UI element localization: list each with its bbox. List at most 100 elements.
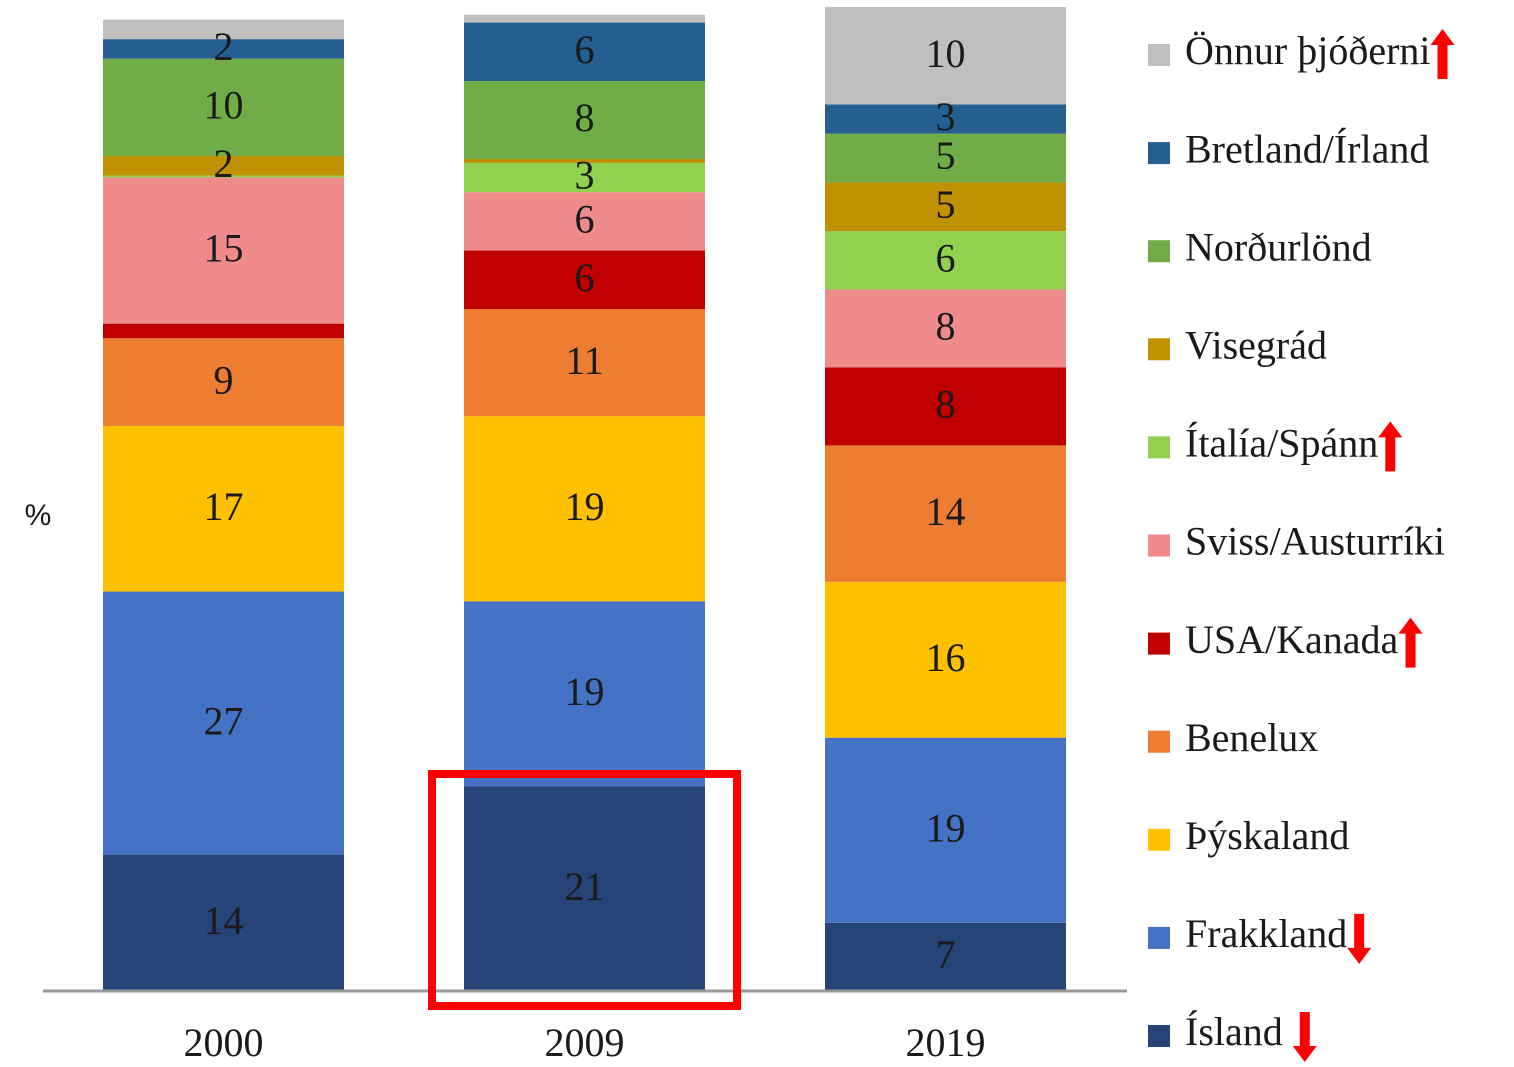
data-label: 9 [214, 357, 234, 402]
bar-segment [464, 22, 705, 82]
legend-label: Ísland [1185, 1009, 1283, 1054]
data-label: 8 [575, 95, 595, 140]
bar-segment [825, 231, 1066, 290]
bar-segment [464, 81, 705, 159]
bar-segment [103, 177, 344, 324]
bar-segment [825, 182, 1066, 232]
bar-segment [103, 58, 344, 157]
data-label: 19 [926, 805, 966, 850]
bars [103, 7, 1066, 991]
bar-segment [464, 250, 705, 310]
bar-segment [825, 133, 1066, 183]
arrow-shape [1292, 1012, 1317, 1062]
data-label: 15 [204, 226, 244, 271]
bar-segment [103, 19, 344, 40]
arrow-shape [1378, 421, 1403, 472]
bar-segment [103, 591, 344, 855]
data-label: 3 [575, 153, 595, 198]
legend-label: Þýskaland [1185, 813, 1349, 858]
data-label: 21 [565, 864, 605, 909]
legend-label: USA/Kanada [1185, 617, 1399, 662]
bar-segment [103, 338, 344, 426]
legend-label: Frakkland [1185, 911, 1347, 956]
data-label: 2 [214, 141, 234, 186]
legend-label: Sviss/Austurríki [1185, 519, 1445, 564]
bar-segment [825, 737, 1066, 923]
legend-label: Visegrád [1185, 322, 1327, 367]
bar-segment [464, 162, 705, 193]
bar-segment [464, 786, 705, 991]
bar-segment [103, 854, 344, 991]
bar-segment [464, 14, 705, 23]
data-label: 8 [936, 304, 956, 349]
bar-segment [825, 581, 1066, 738]
data-label: 8 [936, 382, 956, 427]
highlight-box [428, 770, 741, 1010]
trend-arrow [1292, 1012, 1317, 1062]
bar-segment [103, 425, 344, 592]
legend-swatch [1148, 534, 1170, 557]
legend-swatch [1148, 1025, 1170, 1047]
legend-swatch [1148, 730, 1170, 753]
data-label: 14 [926, 489, 966, 534]
legend-swatch [1148, 142, 1170, 165]
data-label: 2 [214, 24, 234, 69]
data-label: 19 [565, 484, 605, 529]
bar-segment [464, 158, 705, 163]
data-label: 6 [575, 27, 595, 72]
data-label: 11 [565, 338, 604, 383]
legend-swatch [1148, 436, 1170, 459]
x-tick-label: 2019 [906, 1020, 986, 1065]
bar-segment [103, 175, 344, 178]
legend-label: Ítalía/Spánn [1185, 421, 1378, 466]
arrow-shape [1430, 29, 1455, 79]
data-label: 3 [936, 94, 956, 139]
legend-label: Benelux [1185, 715, 1318, 760]
x-tick-label: 2000 [184, 1020, 264, 1065]
legend-swatch [1148, 44, 1170, 66]
bar-segment [825, 7, 1066, 105]
y-axis-label: % [25, 499, 52, 532]
bar-segment [103, 39, 344, 59]
bar-segment [464, 416, 705, 602]
data-label: 5 [936, 182, 956, 227]
data-label: 16 [926, 635, 966, 680]
data-label: 6 [936, 235, 956, 280]
trend-arrow [1398, 617, 1423, 668]
data-label: 10 [204, 83, 244, 128]
bar-segment [825, 922, 1066, 991]
bar-segment [103, 323, 344, 339]
legend-label: Önnur þjóðerni [1185, 28, 1431, 73]
data-label: 19 [565, 669, 605, 714]
bar-segment [825, 445, 1066, 582]
legend-swatch [1148, 632, 1170, 655]
legend-swatch [1148, 828, 1170, 851]
trend-arrow [1430, 29, 1455, 79]
legend-swatch [1148, 338, 1170, 361]
trend-arrow [1378, 421, 1403, 472]
data-label: 5 [936, 133, 956, 178]
legend-label: Norðurlönd [1185, 224, 1372, 269]
data-label: 14 [204, 898, 244, 943]
bar-segment [103, 156, 344, 176]
arrow-shape [1398, 617, 1423, 668]
bar-segment [825, 367, 1066, 446]
bar-segment [825, 289, 1066, 368]
legend-label: Bretland/Írland [1185, 126, 1429, 171]
data-label: 7 [936, 932, 956, 977]
data-label: 6 [575, 255, 595, 300]
arrow-shape [1347, 913, 1372, 964]
bar-segment [825, 104, 1066, 134]
trend-arrow [1347, 913, 1372, 964]
data-label: 27 [204, 698, 244, 743]
bar-segment [464, 309, 705, 417]
x-tick-label: 2009 [545, 1020, 625, 1065]
data-label: 6 [575, 197, 595, 242]
data-label: 10 [926, 31, 966, 76]
bar-segment [464, 192, 705, 251]
legend-swatch [1148, 240, 1170, 263]
bar-segment [464, 601, 705, 787]
data-label: 17 [204, 484, 244, 529]
legend-swatch [1148, 926, 1170, 949]
